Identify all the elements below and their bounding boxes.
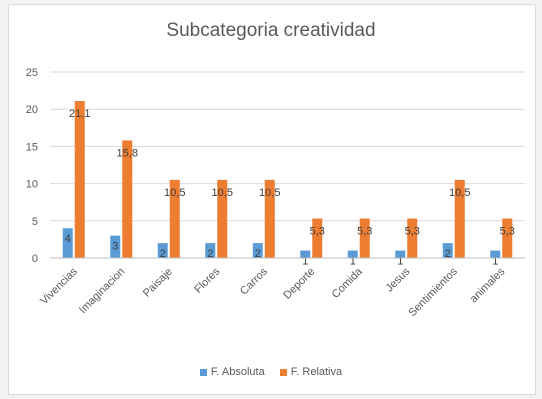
x-category-label: Jesus xyxy=(384,265,413,294)
legend-label-absoluta: F. Absoluta xyxy=(210,366,265,378)
y-tick-label: 20 xyxy=(26,104,38,116)
data-label-relativa: 5,3 xyxy=(357,226,372,238)
data-label-absoluta: 1 xyxy=(397,256,403,268)
y-tick-label: 10 xyxy=(26,179,38,191)
x-category-label: animales xyxy=(468,265,508,305)
data-label-relativa: 10,5 xyxy=(259,187,280,199)
bar-absoluta xyxy=(395,250,406,258)
x-category-label: Imaginacion xyxy=(77,266,127,316)
bar-relativa xyxy=(264,179,275,258)
data-label-absoluta: 4 xyxy=(65,233,71,245)
data-label-relativa: 15,8 xyxy=(117,147,138,159)
y-tick-label: 15 xyxy=(26,141,38,153)
data-label-absoluta: 2 xyxy=(207,248,213,260)
legend-item-absoluta: F. Absoluta xyxy=(199,366,265,378)
bar-relativa xyxy=(217,179,228,258)
bar-absoluta xyxy=(300,250,311,258)
data-label-relativa: 10,5 xyxy=(212,187,233,199)
bar-relativa xyxy=(169,179,180,258)
bar-absoluta xyxy=(490,250,501,258)
x-category-label: Sentimientos xyxy=(406,265,460,319)
y-tick-label: 0 xyxy=(32,253,38,265)
data-label-absoluta: 1 xyxy=(350,256,356,268)
legend-label-relativa: F. Relativa xyxy=(290,366,343,378)
data-label-relativa: 10,5 xyxy=(449,187,470,199)
legend-swatch-relativa xyxy=(279,368,287,376)
bar-absoluta xyxy=(252,243,263,258)
bar-relativa xyxy=(312,218,323,258)
legend-swatch-absoluta xyxy=(199,368,207,376)
legend-item-relativa: F. Relativa xyxy=(279,366,343,378)
x-category-label: Carros xyxy=(238,265,270,297)
bar-relativa xyxy=(502,218,513,258)
data-label-absoluta: 1 xyxy=(492,256,498,268)
data-label-absoluta: 3 xyxy=(112,241,118,253)
x-category-label: Paisaje xyxy=(141,266,175,300)
chart-title: Subcategoria creatividad xyxy=(166,20,376,41)
bar-relativa xyxy=(454,179,465,258)
bar-relativa xyxy=(359,218,370,258)
bar-absoluta xyxy=(157,243,168,258)
data-label-relativa: 21,1 xyxy=(69,108,90,120)
data-label-absoluta: 2 xyxy=(255,248,261,260)
data-label-absoluta: 2 xyxy=(445,248,451,260)
y-tick-label: 25 xyxy=(26,67,38,79)
bar-absoluta xyxy=(347,250,358,258)
x-category-label: Deporte xyxy=(281,266,317,302)
chart-legend: F. Absoluta F. Relativa xyxy=(0,366,542,379)
bar-relativa xyxy=(122,140,133,258)
data-label-relativa: 5,3 xyxy=(310,226,325,238)
bar-relativa xyxy=(74,101,85,259)
data-label-absoluta: 2 xyxy=(160,248,166,260)
data-label-absoluta: 1 xyxy=(302,256,308,268)
bar-absoluta xyxy=(110,235,121,258)
x-category-label: Flores xyxy=(192,265,222,295)
bar-relativa xyxy=(407,218,418,258)
bar-absoluta xyxy=(205,243,216,258)
x-category-label: Vivencias xyxy=(38,265,80,307)
bar-absoluta xyxy=(442,243,453,258)
y-tick-label: 5 xyxy=(32,216,38,228)
bar-absoluta xyxy=(62,228,73,258)
data-label-relativa: 5,3 xyxy=(500,226,515,238)
x-category-label: Comida xyxy=(330,265,366,301)
data-label-relativa: 5,3 xyxy=(405,226,420,238)
data-label-relativa: 10,5 xyxy=(164,187,185,199)
